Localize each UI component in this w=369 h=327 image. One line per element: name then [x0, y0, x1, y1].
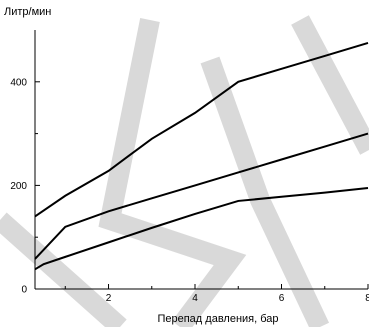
x-tick-label: 8 [365, 293, 369, 304]
watermark-stroke-1 [98, 18, 247, 327]
watermark-stroke-4 [0, 212, 127, 327]
axes [34, 30, 369, 290]
series-line-3 [34, 186, 369, 271]
watermark-stroke-3 [291, 15, 369, 155]
x-axis-label: Перепад давления, бар [157, 313, 278, 325]
series-line-2 [34, 132, 369, 260]
y-tick-label: 200 [10, 181, 27, 192]
watermark-logo [0, 15, 369, 327]
x-tick-label: 4 [192, 293, 198, 304]
series-line-1 [34, 41, 369, 218]
watermark-stroke-2 [200, 56, 330, 327]
labels-group: 0 200 400 2 4 6 8 Литр/мин Перепад давления, бар [4, 6, 369, 325]
x-tick-label: 2 [106, 293, 112, 304]
y-tick-label: 400 [10, 77, 27, 88]
y-tick-label: 0 [21, 285, 27, 296]
y-axis-label: Литр/мин [4, 6, 51, 18]
x-tick-label: 6 [279, 293, 285, 304]
series-group [34, 41, 369, 271]
